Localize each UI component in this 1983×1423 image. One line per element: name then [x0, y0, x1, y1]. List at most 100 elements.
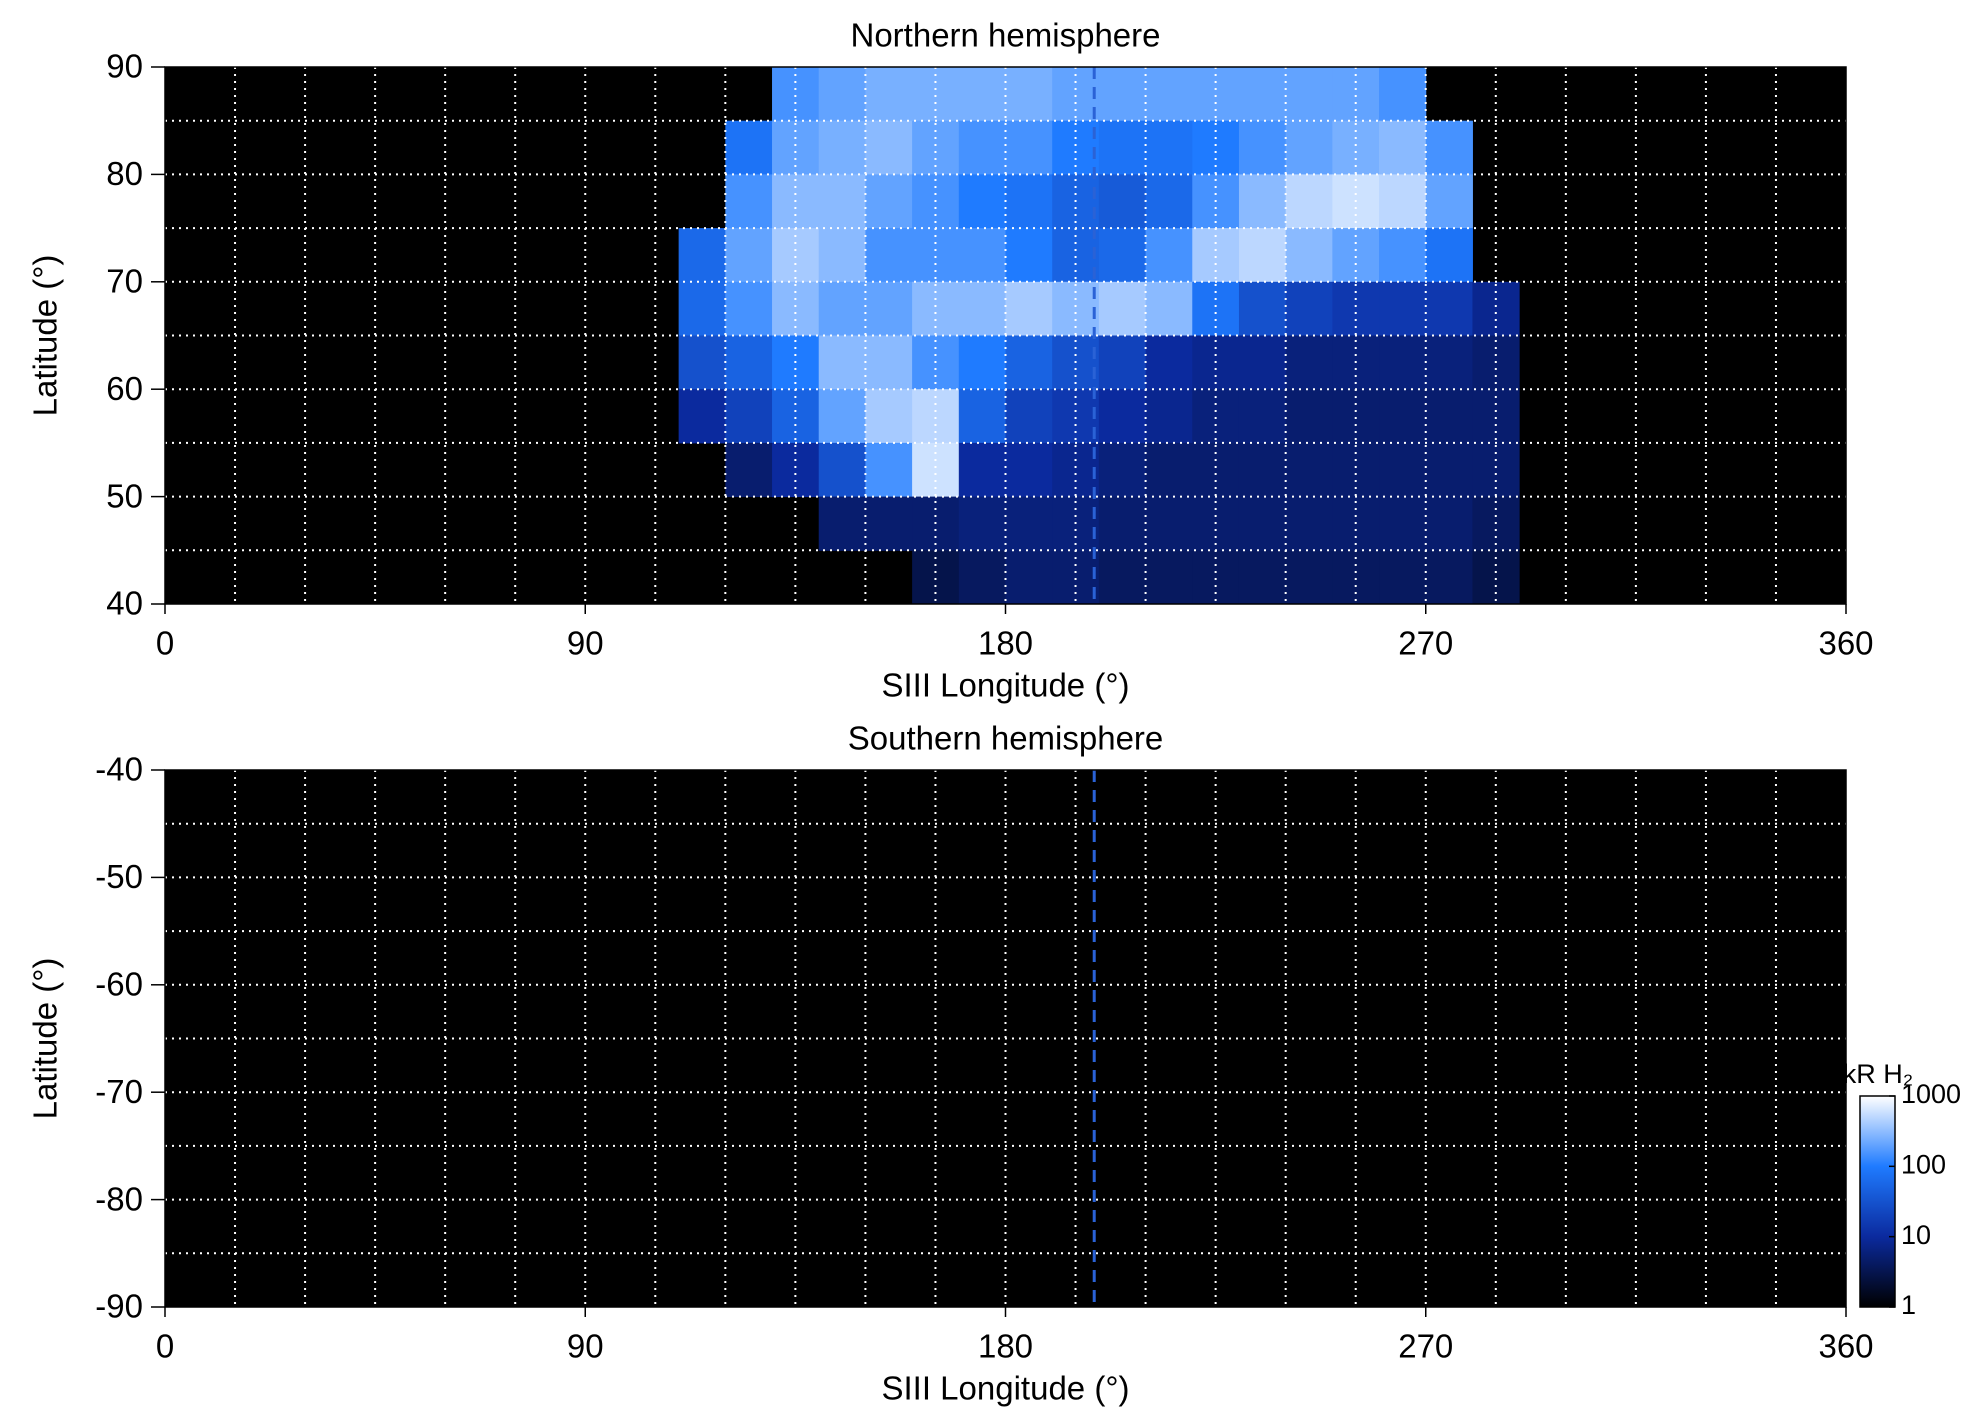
- heatmap-cell: [1005, 67, 1053, 122]
- heatmap-cell: [772, 228, 820, 283]
- heatmap-cell: [1379, 228, 1427, 283]
- heatmap-cell: [958, 120, 1006, 175]
- x-tick-label: 180: [978, 1328, 1033, 1365]
- heatmap-cell: [1285, 120, 1333, 175]
- heatmap-cell: [865, 442, 913, 498]
- heatmap-cell: [1285, 335, 1333, 390]
- heatmap-cell: [865, 281, 913, 336]
- heatmap-cell: [912, 389, 960, 444]
- heatmap-cell: [1425, 550, 1473, 605]
- heatmap-cell: [958, 442, 1006, 498]
- heatmap-cell: [958, 496, 1006, 551]
- panel-title: Southern hemisphere: [848, 720, 1164, 757]
- y-tick-label: 60: [106, 370, 143, 407]
- heatmap-cell: [1192, 550, 1240, 605]
- heatmap-cell: [1379, 442, 1427, 498]
- heatmap-cell: [818, 67, 866, 122]
- heatmap-cell: [1098, 335, 1147, 390]
- heatmap-cell: [912, 550, 960, 605]
- heatmap-cell: [1238, 281, 1287, 336]
- heatmap-cell: [865, 174, 913, 229]
- heatmap-cell: [1098, 550, 1147, 605]
- heatmap-cell: [725, 120, 773, 175]
- heatmap-cell: [725, 389, 773, 444]
- heatmap-cell: [772, 67, 820, 122]
- heatmap-cell: [865, 228, 913, 283]
- heatmap-cell: [1379, 335, 1427, 390]
- heatmap-cell: [912, 228, 960, 283]
- heatmap-cell: [958, 550, 1006, 605]
- heatmap-cell: [1192, 389, 1240, 444]
- heatmap-cell: [1005, 120, 1053, 175]
- heatmap-cell: [1192, 67, 1240, 122]
- heatmap-cell: [1238, 228, 1287, 283]
- heatmap-cell: [1052, 389, 1100, 444]
- y-tick-label: 40: [106, 585, 143, 622]
- heatmap-cell: [1145, 120, 1193, 175]
- heatmap-cell: [818, 442, 866, 498]
- colorbar-label: kR H₂: [1843, 1059, 1913, 1089]
- heatmap-cell: [1005, 335, 1053, 390]
- heatmap-cell: [1145, 442, 1193, 498]
- heatmap-cell: [1425, 174, 1473, 229]
- heatmap-cell: [958, 174, 1006, 229]
- heatmap-cell: [1379, 550, 1427, 605]
- heatmap-cell: [1285, 496, 1333, 551]
- heatmap-cell: [1379, 496, 1427, 551]
- heatmap-cell: [958, 335, 1006, 390]
- heatmap-cell: [678, 281, 726, 336]
- heatmap-cell: [1332, 228, 1380, 283]
- colorbar-tick-label: 1: [1901, 1290, 1916, 1320]
- heatmap-cell: [1098, 281, 1147, 336]
- heatmap-cell: [958, 281, 1006, 336]
- heatmap-cell: [818, 389, 866, 444]
- heatmap-cell: [1005, 174, 1053, 229]
- heatmap-cell: [1052, 550, 1100, 605]
- x-tick-label: 180: [978, 625, 1033, 662]
- heatmap-cell: [1098, 442, 1147, 498]
- heatmap-cell: [1238, 389, 1287, 444]
- heatmap-cell: [678, 389, 726, 444]
- heatmap-cell: [1332, 389, 1380, 444]
- heatmap-cell: [1379, 281, 1427, 336]
- heatmap-cell: [1425, 120, 1473, 175]
- heatmap-cell: [1379, 389, 1427, 444]
- heatmap-cell: [725, 442, 773, 498]
- heatmap-cell: [865, 120, 913, 175]
- heatmap-cell: [1472, 389, 1520, 444]
- heatmap-cell: [1332, 67, 1380, 122]
- heatmap-cell: [1145, 281, 1193, 336]
- y-tick-label: -70: [95, 1073, 143, 1110]
- x-tick-label: 270: [1398, 1328, 1453, 1365]
- heatmap-cell: [1379, 174, 1427, 229]
- heatmap-cell: [725, 174, 773, 229]
- heatmap-cell: [1005, 496, 1053, 551]
- heatmap-cell: [1285, 174, 1333, 229]
- x-tick-label: 90: [567, 625, 604, 662]
- heatmap-cell: [865, 389, 913, 444]
- panel-title: Northern hemisphere: [851, 17, 1161, 54]
- heatmap-cell: [1005, 228, 1053, 283]
- heatmap-cell: [1098, 67, 1147, 122]
- y-tick-label: -60: [95, 966, 143, 1003]
- heatmap-cell: [1145, 496, 1193, 551]
- heatmap-cell: [818, 228, 866, 283]
- heatmap-cell: [1238, 496, 1287, 551]
- heatmap-cell: [1285, 389, 1333, 444]
- y-tick-label: -90: [95, 1288, 143, 1325]
- heatmap-cell: [818, 496, 866, 551]
- heatmap-cell: [1425, 389, 1473, 444]
- heatmap-cell: [1145, 67, 1193, 122]
- y-tick-label: -40: [95, 751, 143, 788]
- y-axis-label: Latitude (°): [27, 958, 64, 1120]
- x-tick-label: 90: [567, 1328, 604, 1365]
- heatmap-cell: [1238, 550, 1287, 605]
- y-tick-label: 70: [106, 263, 143, 300]
- heatmap-cell: [1285, 228, 1333, 283]
- heatmap-cell: [912, 67, 960, 122]
- heatmap-cell: [1145, 228, 1193, 283]
- heatmap-cell: [1098, 174, 1147, 229]
- y-tick-label: -80: [95, 1180, 143, 1217]
- heatmap-cell: [1285, 281, 1333, 336]
